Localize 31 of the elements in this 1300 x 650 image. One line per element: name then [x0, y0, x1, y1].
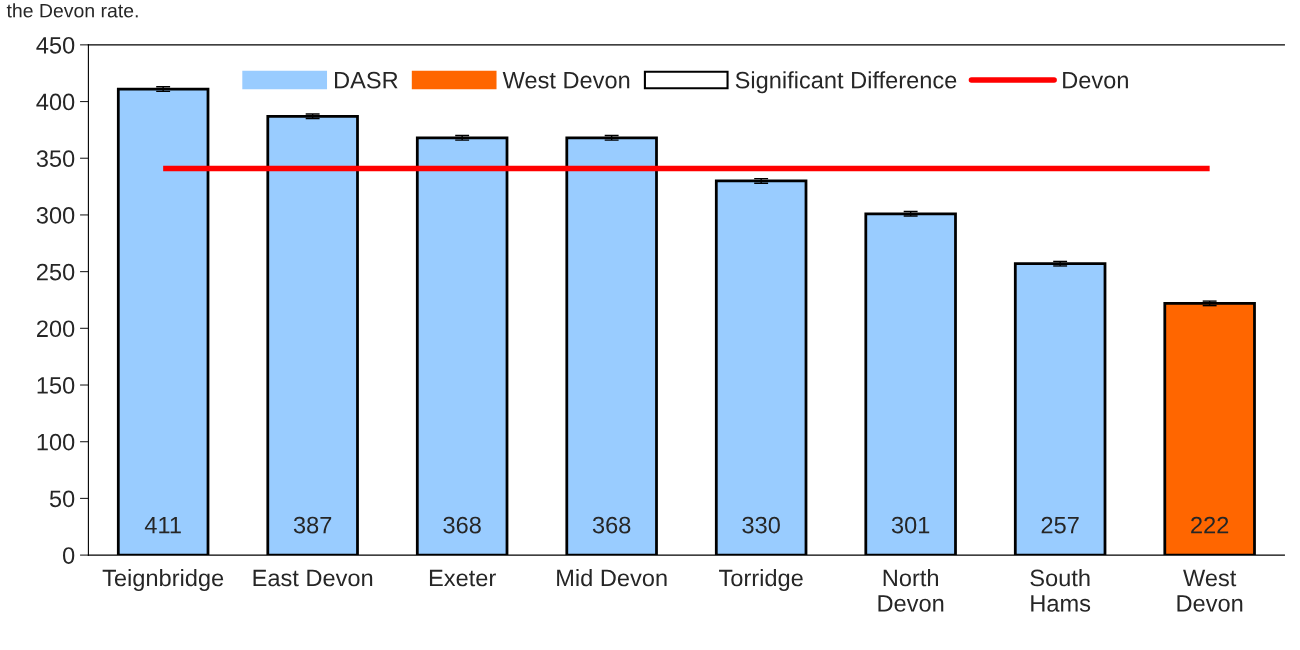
data-label: 257: [1041, 516, 1079, 534]
y-tick-label: 100: [37, 433, 75, 451]
data-label: 368: [443, 516, 481, 534]
legend-label: DASR: [335, 71, 398, 89]
data-label: 330: [742, 516, 780, 534]
y-tick-label: 0: [63, 547, 75, 564]
legend-label: West Devon: [502, 72, 630, 89]
y-tick-label: 350: [36, 150, 75, 168]
data-label: 222: [1191, 516, 1229, 534]
y-tick-label: 50: [49, 490, 75, 508]
legend-label: Significant Difference: [735, 71, 957, 94]
data-label: 411: [144, 516, 181, 534]
y-tick-label: 450: [36, 36, 75, 54]
x-tick-label: Teignbridge: [102, 568, 224, 591]
x-tick-label: East Devon: [253, 569, 373, 587]
y-tick-label: 150: [37, 377, 75, 394]
y-tick-label: 200: [37, 320, 75, 338]
x-tick-label: South Hams: [1030, 568, 1091, 612]
x-tick-label: Exeter: [429, 569, 496, 587]
x-tick-label: North Devon: [878, 568, 944, 612]
data-label: 368: [592, 516, 631, 534]
data-label: 387: [293, 516, 332, 534]
text: the Devon rate.: [6, 3, 138, 18]
y-tick-label: 250: [37, 263, 75, 281]
x-tick-label: Mid Devon: [557, 568, 667, 587]
data-label: 301: [891, 516, 930, 534]
x-tick-label: Torridge: [719, 568, 803, 591]
legend-label: Devon: [1063, 72, 1128, 89]
x-tick-label: West Devon: [1177, 569, 1243, 612]
y-tick-label: 400: [36, 93, 75, 111]
y-tick-label: 300: [36, 207, 75, 224]
